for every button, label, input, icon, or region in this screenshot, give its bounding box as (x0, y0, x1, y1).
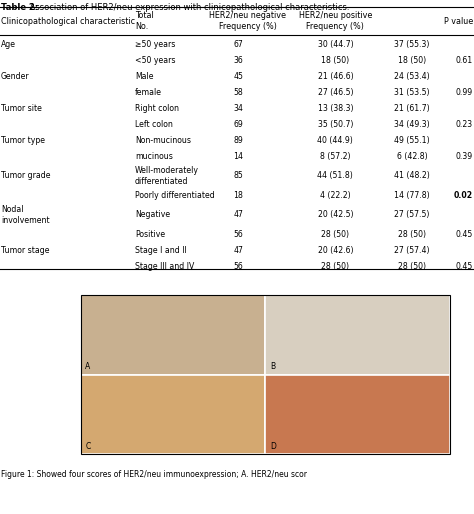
Text: Clinicopathological characteristic: Clinicopathological characteristic (1, 16, 135, 26)
Text: 0.45: 0.45 (456, 230, 473, 239)
Text: Nodal
involvement: Nodal involvement (1, 205, 50, 225)
Text: 18: 18 (233, 191, 243, 200)
Text: P value: P value (444, 16, 473, 26)
Text: A: A (85, 362, 91, 371)
Text: Stage I and II: Stage I and II (135, 246, 187, 255)
Text: Left colon: Left colon (135, 120, 173, 128)
Text: Table 2:: Table 2: (1, 3, 38, 12)
Bar (81, 375, 265, 454)
Text: C: C (85, 442, 91, 451)
Text: 31 (53.5): 31 (53.5) (394, 88, 429, 97)
Text: mucinous: mucinous (135, 152, 173, 161)
Text: 20 (42.5): 20 (42.5) (318, 211, 353, 219)
Text: Poorly differentiated: Poorly differentiated (135, 191, 215, 200)
Text: female: female (135, 88, 162, 97)
Text: 27 (57.4): 27 (57.4) (394, 246, 429, 255)
Text: Tumor grade: Tumor grade (1, 171, 50, 180)
Text: Stage III and IV: Stage III and IV (135, 262, 194, 271)
Text: 56: 56 (233, 262, 243, 271)
Text: Total
No.: Total No. (135, 11, 154, 31)
Text: 85: 85 (233, 171, 243, 180)
Text: 27 (46.5): 27 (46.5) (318, 88, 353, 97)
Text: 0.99: 0.99 (456, 88, 473, 97)
Text: 49 (55.1): 49 (55.1) (394, 136, 430, 145)
Text: 0.23: 0.23 (456, 120, 473, 128)
Text: 28 (50): 28 (50) (321, 262, 349, 271)
Text: 35 (50.7): 35 (50.7) (318, 120, 353, 128)
Text: 89: 89 (233, 136, 243, 145)
Text: 40 (44.9): 40 (44.9) (318, 136, 353, 145)
Text: ≥50 years: ≥50 years (135, 40, 175, 49)
Text: Non-mucinous: Non-mucinous (135, 136, 191, 145)
Text: 58: 58 (233, 88, 243, 97)
Text: 20 (42.6): 20 (42.6) (318, 246, 353, 255)
Text: 27 (57.5): 27 (57.5) (394, 211, 429, 219)
Text: 14: 14 (233, 152, 243, 161)
Text: Negative: Negative (135, 211, 170, 219)
Text: Gender: Gender (1, 72, 29, 81)
Text: Right colon: Right colon (135, 104, 179, 113)
Text: 37 (55.3): 37 (55.3) (394, 40, 429, 49)
Text: Positive: Positive (135, 230, 165, 239)
Text: 34: 34 (233, 104, 243, 113)
Text: 6 (42.8): 6 (42.8) (397, 152, 427, 161)
Text: Age: Age (1, 40, 16, 49)
Text: 21 (46.6): 21 (46.6) (318, 72, 353, 81)
Text: 13 (38.3): 13 (38.3) (318, 104, 353, 113)
Text: 28 (50): 28 (50) (398, 262, 426, 271)
Text: HER2/neu negative
Frequency (%): HER2/neu negative Frequency (%) (209, 11, 286, 31)
Text: 21 (61.7): 21 (61.7) (394, 104, 430, 113)
Text: 14 (77.8): 14 (77.8) (394, 191, 430, 200)
Bar (265, 296, 450, 375)
Text: 69: 69 (233, 120, 243, 128)
Text: 18 (50): 18 (50) (398, 56, 426, 65)
Text: 34 (49.3): 34 (49.3) (394, 120, 430, 128)
Bar (81, 296, 450, 454)
Text: 28 (50): 28 (50) (398, 230, 426, 239)
Text: 45: 45 (233, 72, 243, 81)
Text: Well-moderately
differentiated: Well-moderately differentiated (135, 166, 199, 186)
Text: 30 (44.7): 30 (44.7) (318, 40, 353, 49)
Text: 0.61: 0.61 (456, 56, 473, 65)
Bar (81, 296, 265, 375)
Text: Male: Male (135, 72, 154, 81)
Text: 67: 67 (233, 40, 243, 49)
Bar (265, 375, 450, 454)
Text: 18 (50): 18 (50) (321, 56, 349, 65)
Text: 24 (53.4): 24 (53.4) (394, 72, 430, 81)
Text: 56: 56 (233, 230, 243, 239)
Text: B: B (270, 362, 275, 371)
Text: 0.45: 0.45 (456, 262, 473, 271)
Text: Tumor site: Tumor site (1, 104, 42, 113)
Text: 0.39: 0.39 (456, 152, 473, 161)
Text: Tumor stage: Tumor stage (1, 246, 49, 255)
Text: Tumor type: Tumor type (1, 136, 45, 145)
Text: <50 years: <50 years (135, 56, 175, 65)
Text: D: D (270, 442, 276, 451)
Text: 8 (57.2): 8 (57.2) (320, 152, 351, 161)
Text: 47: 47 (233, 246, 243, 255)
Text: 36: 36 (233, 56, 243, 65)
Text: HER2/neu positive
Frequency (%): HER2/neu positive Frequency (%) (299, 11, 372, 31)
Text: 4 (22.2): 4 (22.2) (320, 191, 351, 200)
Text: 0.02: 0.02 (454, 191, 473, 200)
Text: 47: 47 (233, 211, 243, 219)
Text: Association of HER2/neu expression with clinicopathological characteristics.: Association of HER2/neu expression with … (27, 3, 349, 12)
Text: Figure 1: Showed four scores of HER2/neu immunoexpression; A. HER2/neu scor: Figure 1: Showed four scores of HER2/neu… (1, 470, 307, 479)
Text: 28 (50): 28 (50) (321, 230, 349, 239)
Text: 44 (51.8): 44 (51.8) (318, 171, 353, 180)
Text: 41 (48.2): 41 (48.2) (394, 171, 430, 180)
